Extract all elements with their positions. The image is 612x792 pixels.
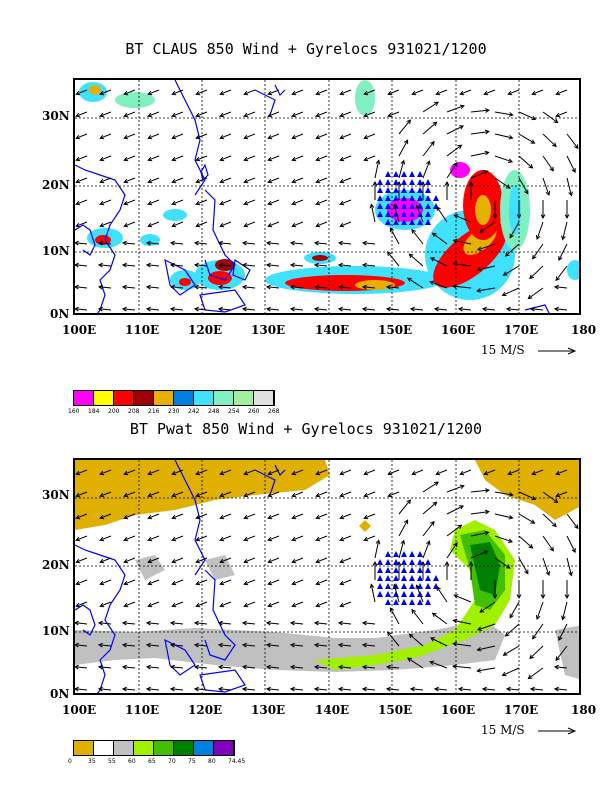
map2-colorbar-swatch-2 — [114, 741, 134, 755]
map2-colorbar-label-0: 0 — [68, 758, 72, 765]
map1-lon-110e: 110E — [125, 323, 160, 337]
map1-claus-field — [79, 80, 579, 300]
map1-colorbar-swatch-0 — [74, 391, 94, 405]
map2-gyrelocs — [377, 551, 439, 605]
map2-colorbar-label-1: 35 — [88, 758, 96, 765]
map2-colorbar-swatch-1 — [94, 741, 114, 755]
map1-lat-0n: 0N — [50, 307, 70, 321]
map2-canvas — [75, 460, 579, 693]
map2-colorbar-label-7: 80 — [208, 758, 216, 765]
map1-lat-10n: 10N — [42, 244, 70, 258]
map1-lon-170e: 170E — [504, 323, 539, 337]
map1-panel — [73, 78, 581, 315]
map1-colorbar-label-9: 260 — [248, 408, 260, 415]
map2-gridlines — [75, 460, 579, 693]
map1-lat-20n: 20N — [42, 178, 70, 192]
map2-lat-0n: 0N — [50, 687, 70, 701]
map2-colorbar-swatch-6 — [194, 741, 214, 755]
map1-lon-180: 180 — [571, 323, 597, 337]
map1-colorbar-label-5: 230 — [168, 408, 180, 415]
map2-lat-20n: 20N — [42, 558, 70, 572]
map2-colorbar-swatch-0 — [74, 741, 94, 755]
map2-title: BT Pwat 850 Wind + Gyrelocs 931021/1200 — [129, 420, 483, 438]
map1-gridlines — [75, 80, 579, 313]
map1-lat-30n: 30N — [42, 109, 70, 123]
map2-wind-vectors — [75, 469, 579, 692]
map2-colorbar-swatch-4 — [154, 741, 174, 755]
map1-scale-label: 15 M/S — [481, 343, 525, 357]
map1-lon-130e: 130E — [251, 323, 286, 337]
map1-colorbar-swatch-5 — [174, 391, 194, 405]
map2-lon-170e: 170E — [504, 703, 539, 717]
map1-colorbar-label-4: 216 — [148, 408, 160, 415]
map1-colorbar-swatch-3 — [134, 391, 154, 405]
map1-colorbar-swatch-7 — [214, 391, 234, 405]
map1-colorbar-label-8: 254 — [228, 408, 240, 415]
map1-scale-arrow — [538, 347, 577, 355]
map1-colorbar-swatch-9 — [254, 391, 274, 405]
map1-colorbar-swatch-6 — [194, 391, 214, 405]
map1-gyrelocs — [377, 171, 439, 225]
map2-lon-180: 180 — [571, 703, 597, 717]
map2-pwat-field — [75, 460, 579, 679]
map2-colorbar-swatch-5 — [174, 741, 194, 755]
map2-lon-120e: 120E — [188, 703, 223, 717]
map1-lon-140e: 140E — [315, 323, 350, 337]
map1-colorbar-label-1: 184 — [88, 408, 100, 415]
map1-colorbar-label-6: 242 — [188, 408, 200, 415]
map2-lon-160e: 160E — [441, 703, 476, 717]
map1-title: BT CLAUS 850 Wind + Gyrelocs 931021/1200 — [125, 40, 487, 58]
map1-canvas — [75, 80, 579, 313]
map2-lat-30n: 30N — [42, 488, 70, 502]
map1-colorbar-label-10: 268 — [268, 408, 280, 415]
map1-colorbar-label-0: 160 — [68, 408, 80, 415]
map1-lon-150e: 150E — [378, 323, 413, 337]
map2-colorbar-swatch-7 — [214, 741, 234, 755]
map2-colorbar-label-8: 74.45 — [228, 758, 246, 765]
map1-colorbar-swatch-2 — [114, 391, 134, 405]
map2-lon-130e: 130E — [251, 703, 286, 717]
map2-lon-150e: 150E — [378, 703, 413, 717]
map2-colorbar-label-2: 55 — [108, 758, 116, 765]
map2-colorbar-label-4: 65 — [148, 758, 156, 765]
map2-colorbar-label-3: 60 — [128, 758, 136, 765]
map2-lon-140e: 140E — [315, 703, 350, 717]
map1-colorbar-swatch-1 — [94, 391, 114, 405]
map2-scale-arrow — [538, 727, 577, 735]
map1-colorbar-label-7: 248 — [208, 408, 220, 415]
map2-colorbar-swatch-3 — [134, 741, 154, 755]
map1-wind-vectors — [75, 89, 579, 312]
map1-colorbar-label-3: 208 — [128, 408, 140, 415]
map2-colorbar-label-5: 70 — [168, 758, 176, 765]
map1-colorbar — [73, 390, 275, 406]
map1-lon-160e: 160E — [441, 323, 476, 337]
map2-colorbar — [73, 740, 235, 756]
map1-colorbar-label-2: 200 — [108, 408, 120, 415]
map1-lon-120e: 120E — [188, 323, 223, 337]
map1-colorbar-swatch-4 — [154, 391, 174, 405]
map2-scale-label: 15 M/S — [481, 723, 525, 737]
map2-lon-100e: 100E — [62, 703, 97, 717]
map2-lat-10n: 10N — [42, 624, 70, 638]
map2-colorbar-label-6: 75 — [188, 758, 196, 765]
map2-panel — [73, 458, 581, 695]
map1-lon-100e: 100E — [62, 323, 97, 337]
map2-coastlines — [75, 460, 286, 693]
map1-colorbar-swatch-8 — [234, 391, 254, 405]
map2-lon-110e: 110E — [125, 703, 160, 717]
